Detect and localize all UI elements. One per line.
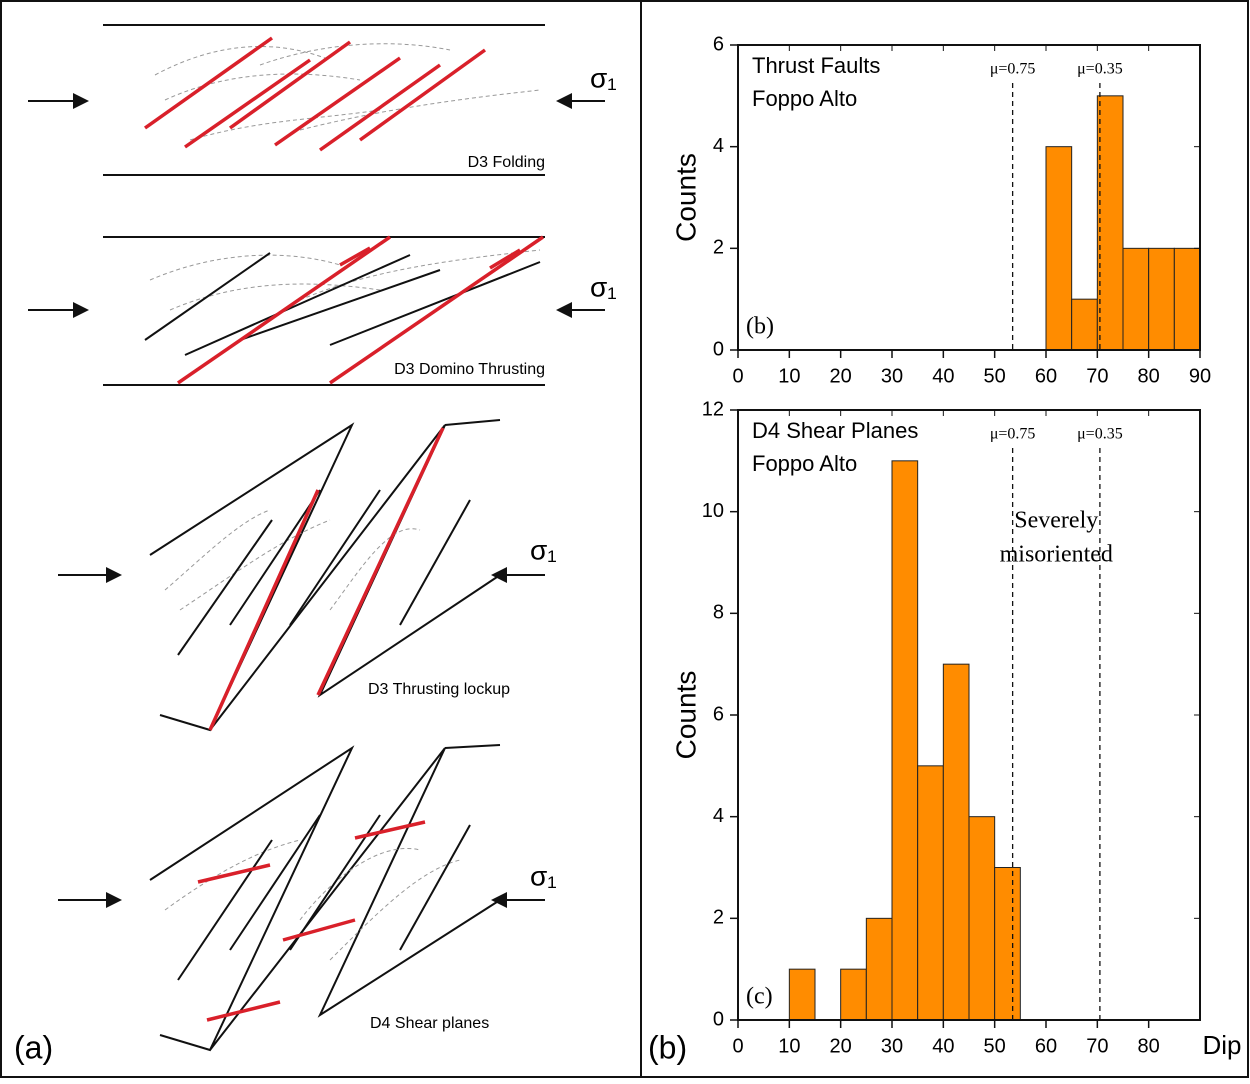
stress-label: σ₁	[530, 860, 557, 891]
panel-label: (b)	[648, 1029, 687, 1065]
plot-frame	[737, 44, 1201, 351]
bar	[1173, 247, 1201, 351]
x-tick-label: 30	[881, 1035, 903, 1057]
bar	[968, 816, 996, 1021]
reference-label: μ=0.75	[990, 426, 1036, 443]
x-tick-label: 60	[1035, 1035, 1057, 1057]
bar	[942, 663, 970, 1021]
x-tick-label: 60	[1035, 365, 1057, 387]
bar	[994, 867, 1021, 1021]
bar	[865, 917, 893, 1021]
y-tick-label: 8	[713, 602, 724, 624]
x-tick-label: 80	[1138, 365, 1160, 387]
stress-label: σ₁	[530, 534, 557, 565]
bar	[917, 765, 944, 1021]
annotation: Severely	[1014, 508, 1098, 534]
y-tick-label: 6	[713, 703, 724, 725]
y-tick-label: 10	[702, 500, 724, 522]
stress-label: σ₁	[590, 62, 617, 93]
panel-label: (a)	[14, 1029, 53, 1065]
bar	[891, 460, 919, 1021]
bar	[1045, 146, 1073, 351]
y-axis-label: Counts	[670, 671, 701, 760]
reference-label: μ=0.35	[1077, 61, 1123, 78]
y-tick-label: 12	[702, 398, 724, 420]
y-tick-label: 6	[713, 33, 724, 55]
x-tick-label: 40	[932, 1035, 954, 1057]
chart-subtitle: Foppo Alto	[752, 86, 857, 111]
x-tick-label: 70	[1086, 1035, 1108, 1057]
y-axis-label: Counts	[670, 153, 701, 242]
chart-subtitle: Foppo Alto	[752, 451, 857, 476]
bar	[1071, 298, 1098, 351]
stage-label: D3 Thrusting lockup	[368, 681, 510, 698]
y-tick-label: 4	[713, 135, 724, 157]
x-tick-label: 20	[830, 1035, 852, 1057]
x-tick-label: 0	[732, 365, 743, 387]
chart-title: Thrust Faults	[752, 53, 880, 78]
x-tick-label: 10	[778, 1035, 800, 1057]
stage-label: D3 Folding	[468, 154, 545, 171]
bar	[1096, 95, 1124, 351]
panel-label: (c)	[746, 984, 773, 1010]
x-tick-label: 20	[830, 365, 852, 387]
diagram: D3 Folding σ₁ D3 Domino Thrusting σ₁ D3 …	[14, 24, 617, 1065]
x-axis-label: Dip	[1202, 1030, 1241, 1060]
x-tick-label: 40	[932, 365, 954, 387]
stage-label: D3 Domino Thrusting	[394, 361, 545, 378]
y-tick-label: 0	[713, 338, 724, 360]
reference-label: μ=0.75	[990, 61, 1036, 78]
x-tick-label: 50	[984, 1035, 1006, 1057]
panel-label: (b)	[746, 314, 774, 340]
stress-label: σ₁	[590, 271, 617, 302]
x-tick-label: 10	[778, 365, 800, 387]
bar	[788, 968, 816, 1021]
y-tick-label: 0	[713, 1008, 724, 1030]
x-tick-label: 0	[732, 1035, 743, 1057]
bar	[1148, 247, 1175, 351]
y-tick-label: 2	[713, 237, 724, 259]
reference-label: μ=0.35	[1077, 426, 1123, 443]
x-tick-label: 70	[1086, 365, 1108, 387]
y-tick-label: 2	[713, 907, 724, 929]
annotation: misoriented	[1000, 542, 1113, 568]
x-tick-label: 50	[984, 365, 1006, 387]
bar	[840, 968, 867, 1021]
x-tick-label: 90	[1189, 365, 1211, 387]
bar	[1122, 247, 1150, 351]
y-tick-label: 4	[713, 805, 724, 827]
stage-label: D4 Shear planes	[370, 1015, 489, 1032]
x-tick-label: 80	[1138, 1035, 1160, 1057]
chart-title: D4 Shear Planes	[752, 418, 918, 443]
x-tick-label: 30	[881, 365, 903, 387]
